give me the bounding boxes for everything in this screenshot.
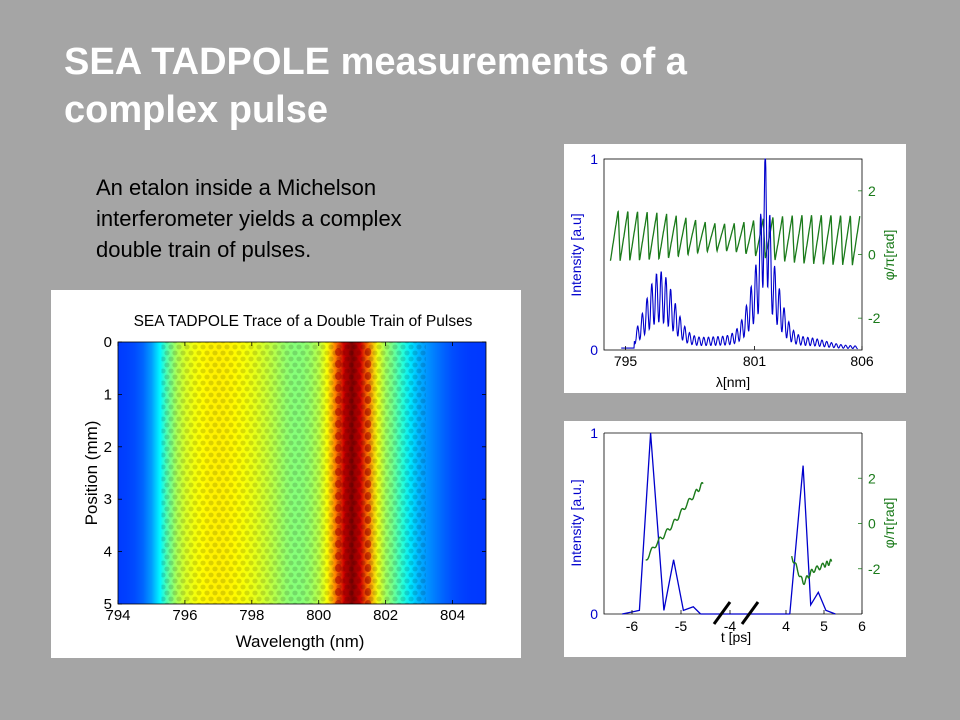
spectrum-y2-tick-label: 0 [868,247,876,263]
temporal-y2-tick-label: 2 [868,470,876,486]
heatmap-x-tick-label: 794 [105,607,130,624]
heatmap-y-tick-label: 3 [104,491,112,508]
slide-title-line-1: SEA TADPOLE measurements of a [64,41,687,83]
heatmap-y-tick-label: 5 [104,596,112,613]
temporal-x-tick-label: -5 [675,618,688,634]
temporal-chart: -6 -5 -4 4 5 6 01 20-2 t [ps] Intensity [a.u.… [568,425,897,645]
spectrum-y2-tick-label: 2 [868,183,876,199]
body-line-2: interferometer yields a complex [96,206,402,231]
spectrum-y2-ticks: 2 0 -2 [858,183,881,326]
spectrum-y-ticks: 01 [590,151,598,358]
temporal-y-label: Intensity [a.u.] [568,479,584,566]
temporal-phase-line-1 [645,482,704,561]
slide-body-text: An etalon inside a Michelson interferome… [96,172,516,265]
heatmap-image [118,342,486,604]
spectrum-phase-line [609,210,861,266]
spectrum-intensity-line [621,158,858,350]
heatmap-chart: SEA TADPOLE Trace of a Double Train of P… [82,313,487,651]
temporal-y2-ticks: 2 0 -2 [858,470,881,577]
temporal-y-tick-label: 1 [590,425,598,441]
temporal-y-tick-label: 0 [590,606,598,622]
temporal-axes [603,433,862,615]
temporal-y2-tick-label: -2 [868,561,881,577]
temporal-x-tick-label: 6 [858,618,866,634]
temporal-y2-label: φ/π[rad] [881,498,897,549]
spectrum-x-tick-label: 795 [614,353,638,369]
temporal-intensity-line [622,432,836,615]
heatmap-x-tick-label: 802 [373,607,398,624]
temporal-x-label: t [ps] [721,629,751,645]
heatmap-y-tick-label: 0 [104,334,112,351]
temporal-y-ticks: 01 [590,425,598,622]
temporal-x-tick-label: -4 [724,618,737,634]
heatmap-x-ticks: 794 796 798 800 802 804 [105,342,465,624]
heatmap-y-tick-label: 4 [104,544,112,561]
temporal-x-ticks: -6 -5 -4 4 5 6 [626,610,866,634]
heatmap-y-label: Position (mm) [82,421,101,526]
temporal-x-tick-label: -6 [626,618,639,634]
heatmap-frame [117,341,487,605]
heatmap-y-tick-label: 2 [104,439,112,456]
heatmap-x-tick-label: 796 [172,607,197,624]
body-line-1: An etalon inside a Michelson [96,175,377,200]
heatmap-figure: SEA TADPOLE Trace of a Double Train of P… [51,290,521,658]
heatmap-x-tick-label: 798 [239,607,264,624]
spectrum-y-label: Intensity [a.u] [568,213,584,296]
slide-title: SEA TADPOLE measurements of a complex pu… [64,38,864,134]
spectrum-x-tick-label: 806 [850,353,874,369]
spectrum-y2-label: φ/π[rad] [881,230,897,281]
slide-title-line-2: complex pulse [64,89,328,131]
temporal-x-tick-label: 5 [820,618,828,634]
spectrum-chart: 795 801 806 01 20-2 λ[nm] Intensity [a.u] … [568,151,897,390]
temporal-phase-line-2 [791,555,833,586]
heatmap-title: SEA TADPOLE Trace of a Double Train of P… [134,313,473,330]
spectrum-x-tick-label: 801 [743,353,767,369]
spectrum-x-label: λ[nm] [716,374,750,390]
heatmap-x-label: Wavelength (nm) [236,632,365,651]
spectrum-y2-tick-label: -2 [868,310,881,326]
heatmap-x-tick-label: 800 [306,607,331,624]
axis-break-marks [712,601,760,625]
heatmap-x-tick-label: 804 [440,607,465,624]
spectrum-y-tick-label: 1 [590,151,598,167]
heatmap-y-tick-label: 1 [104,386,112,403]
temporal-y2-tick-label: 0 [868,516,876,532]
spectrum-x-ticks: 795 801 806 [614,346,874,369]
spectrum-y-tick-label: 0 [590,342,598,358]
heatmap-y-ticks: 0 1 2 3 4 5 [104,334,486,613]
body-line-3: double train of pulses. [96,237,312,262]
temporal-x-tick-label: 4 [782,618,790,634]
